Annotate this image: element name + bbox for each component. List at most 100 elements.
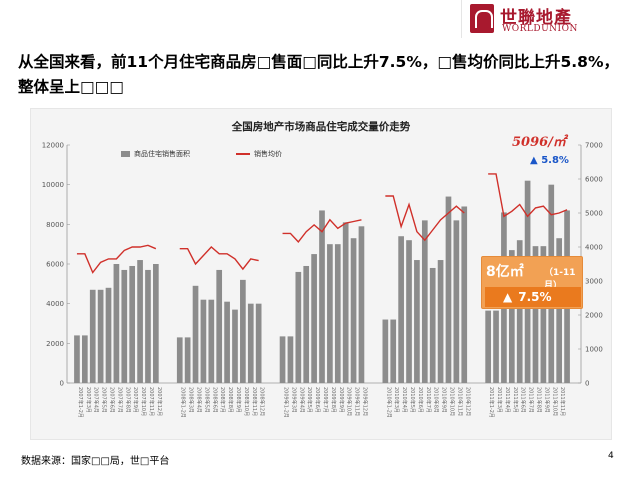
- bar-area: [295, 271, 302, 383]
- x-tick-label: 2011年4月: [504, 387, 511, 413]
- x-tick-label: 2007年3月: [85, 387, 92, 413]
- x-tick-label: 2010年12月: [464, 387, 471, 416]
- x-tick-label: 2011年9月: [543, 387, 550, 413]
- left-axis-tick-label: 4000: [46, 300, 64, 308]
- bar-area: [121, 269, 128, 383]
- annotation-area-total: 8亿㎡: [486, 264, 524, 280]
- bar-area: [508, 250, 515, 383]
- legend-item-price: 销售均价: [236, 149, 282, 159]
- bar-area: [137, 260, 143, 383]
- x-tick-label: 2008年3月: [188, 387, 195, 413]
- bar-area: [176, 337, 183, 383]
- legend-item-area: 商品住宅销售面积: [121, 149, 190, 159]
- bar-area: [319, 210, 325, 383]
- bar-area: [89, 289, 96, 383]
- right-axis-tick-label: 3000: [585, 278, 603, 286]
- x-tick-label: 2009年5月: [306, 387, 313, 413]
- bar-area: [342, 222, 349, 383]
- bar-area: [311, 254, 317, 383]
- right-axis-tick-label: 4000: [585, 244, 603, 252]
- bar-area: [437, 260, 444, 383]
- line-price-2007: [76, 244, 157, 274]
- x-tick-label: 2008年1-2月: [180, 387, 187, 418]
- bar-area: [421, 220, 428, 383]
- bar-area: [232, 309, 238, 383]
- x-tick-label: 2009年9月: [338, 387, 345, 413]
- bar-area: [224, 301, 230, 383]
- x-tick-label: 2007年7月: [116, 387, 123, 413]
- x-tick-label: 2010年10月: [448, 387, 455, 416]
- x-tick-label: 2007年4月: [93, 387, 100, 413]
- bar-area: [113, 264, 120, 383]
- chart-frame: 全国房地产市场商品住宅成交量价走势 商品住宅销售面积 销售均价 0 2000 400…: [30, 108, 612, 440]
- bar-area: [532, 246, 539, 383]
- x-tick-label: 2009年4月: [298, 387, 305, 413]
- bar-area: [200, 299, 207, 383]
- x-tick-label: 2011年6月: [520, 387, 527, 413]
- brand-logo-icon: [470, 4, 494, 33]
- bar-area: [247, 303, 254, 383]
- x-tick-label: 2007年10月: [140, 387, 147, 416]
- x-tick-label: 2008年12月: [259, 387, 266, 416]
- x-tick-label: 2009年6月: [314, 387, 321, 413]
- x-tick-label: 2007年12月: [156, 387, 163, 416]
- right-axis-tick-label: 1000: [585, 346, 603, 354]
- x-tick-label: 2009年1-2月: [283, 387, 290, 418]
- bar-area: [398, 236, 404, 383]
- x-tick-label: 2009年8月: [330, 387, 337, 413]
- bar-area: [192, 285, 199, 383]
- annotation-area-yoy-value: 7.5%: [518, 290, 552, 304]
- bar-area: [453, 220, 460, 383]
- left-axis-tick-label: 2000: [46, 340, 64, 348]
- bar-area: [81, 335, 88, 383]
- bar-area: [287, 336, 294, 383]
- x-tick-label: 2009年7月: [322, 387, 329, 413]
- bar-area: [493, 310, 499, 383]
- x-tick-label: 2011年3月: [496, 387, 503, 413]
- bar-area: [184, 337, 191, 383]
- legend-label-price: 销售均价: [254, 150, 282, 158]
- brand-name-cn: 世聯地產: [500, 8, 572, 28]
- bar-area: [406, 240, 412, 383]
- x-tick-label: 2009年11月: [354, 387, 361, 416]
- annotation-price-yoy: ▲ 5.8%: [530, 155, 569, 166]
- bar-area: [129, 265, 136, 383]
- bar-area: [414, 260, 420, 383]
- x-tick-label: 2007年8月: [124, 387, 131, 413]
- annotation-area-period: （1-11月）: [544, 268, 576, 291]
- legend-line-swatch: [236, 153, 250, 155]
- x-tick-label: 2011年1-2月: [488, 387, 495, 418]
- x-tick-label: 2009年12月: [361, 387, 368, 416]
- left-axis-tick-label: 8000: [46, 221, 64, 229]
- bar-area: [461, 206, 468, 383]
- bar-area: [303, 265, 310, 383]
- line-price-2009: [282, 218, 362, 243]
- slide-headline: 从全国来看，前11个月住宅商品房□售面□同比上升7.5%，□售均价同比上升5.8…: [18, 53, 619, 96]
- bar-area: [97, 289, 104, 383]
- up-arrow-icon: ▲: [530, 155, 538, 166]
- legend-bar-swatch: [121, 151, 130, 157]
- bar-area: [350, 238, 357, 383]
- x-tick-label: 2007年1-2月: [77, 387, 84, 418]
- brand-name-en: WORLDUNION: [502, 24, 578, 34]
- x-tick-label: 2008年7月: [219, 387, 226, 413]
- x-tick-label: 2008年8月: [227, 387, 234, 413]
- bar-area: [556, 238, 563, 383]
- bar-area: [327, 244, 333, 383]
- x-tick-label: 2008年6月: [211, 387, 218, 413]
- page-number: 4: [608, 451, 614, 461]
- bar-area: [485, 310, 491, 383]
- x-tick-label: 2008年9月: [235, 387, 242, 413]
- chart-title: 全国房地产市场商品住宅成交量价走势: [231, 121, 411, 133]
- x-tick-label: 2011年11月: [559, 387, 566, 416]
- bar-area: [445, 196, 452, 383]
- annotation-price-yoy-value: 5.8%: [541, 155, 569, 166]
- x-tick-label: 2007年9月: [132, 387, 139, 413]
- right-axis-tick-label: 2000: [585, 312, 603, 320]
- bar-area: [390, 319, 397, 383]
- data-source-note: 数据来源：国家□□局，世□平台: [21, 456, 170, 467]
- x-tick-label: 2008年11月: [251, 387, 258, 416]
- bar-area: [358, 226, 365, 383]
- bar-area: [153, 264, 159, 383]
- bar-area: [255, 303, 262, 383]
